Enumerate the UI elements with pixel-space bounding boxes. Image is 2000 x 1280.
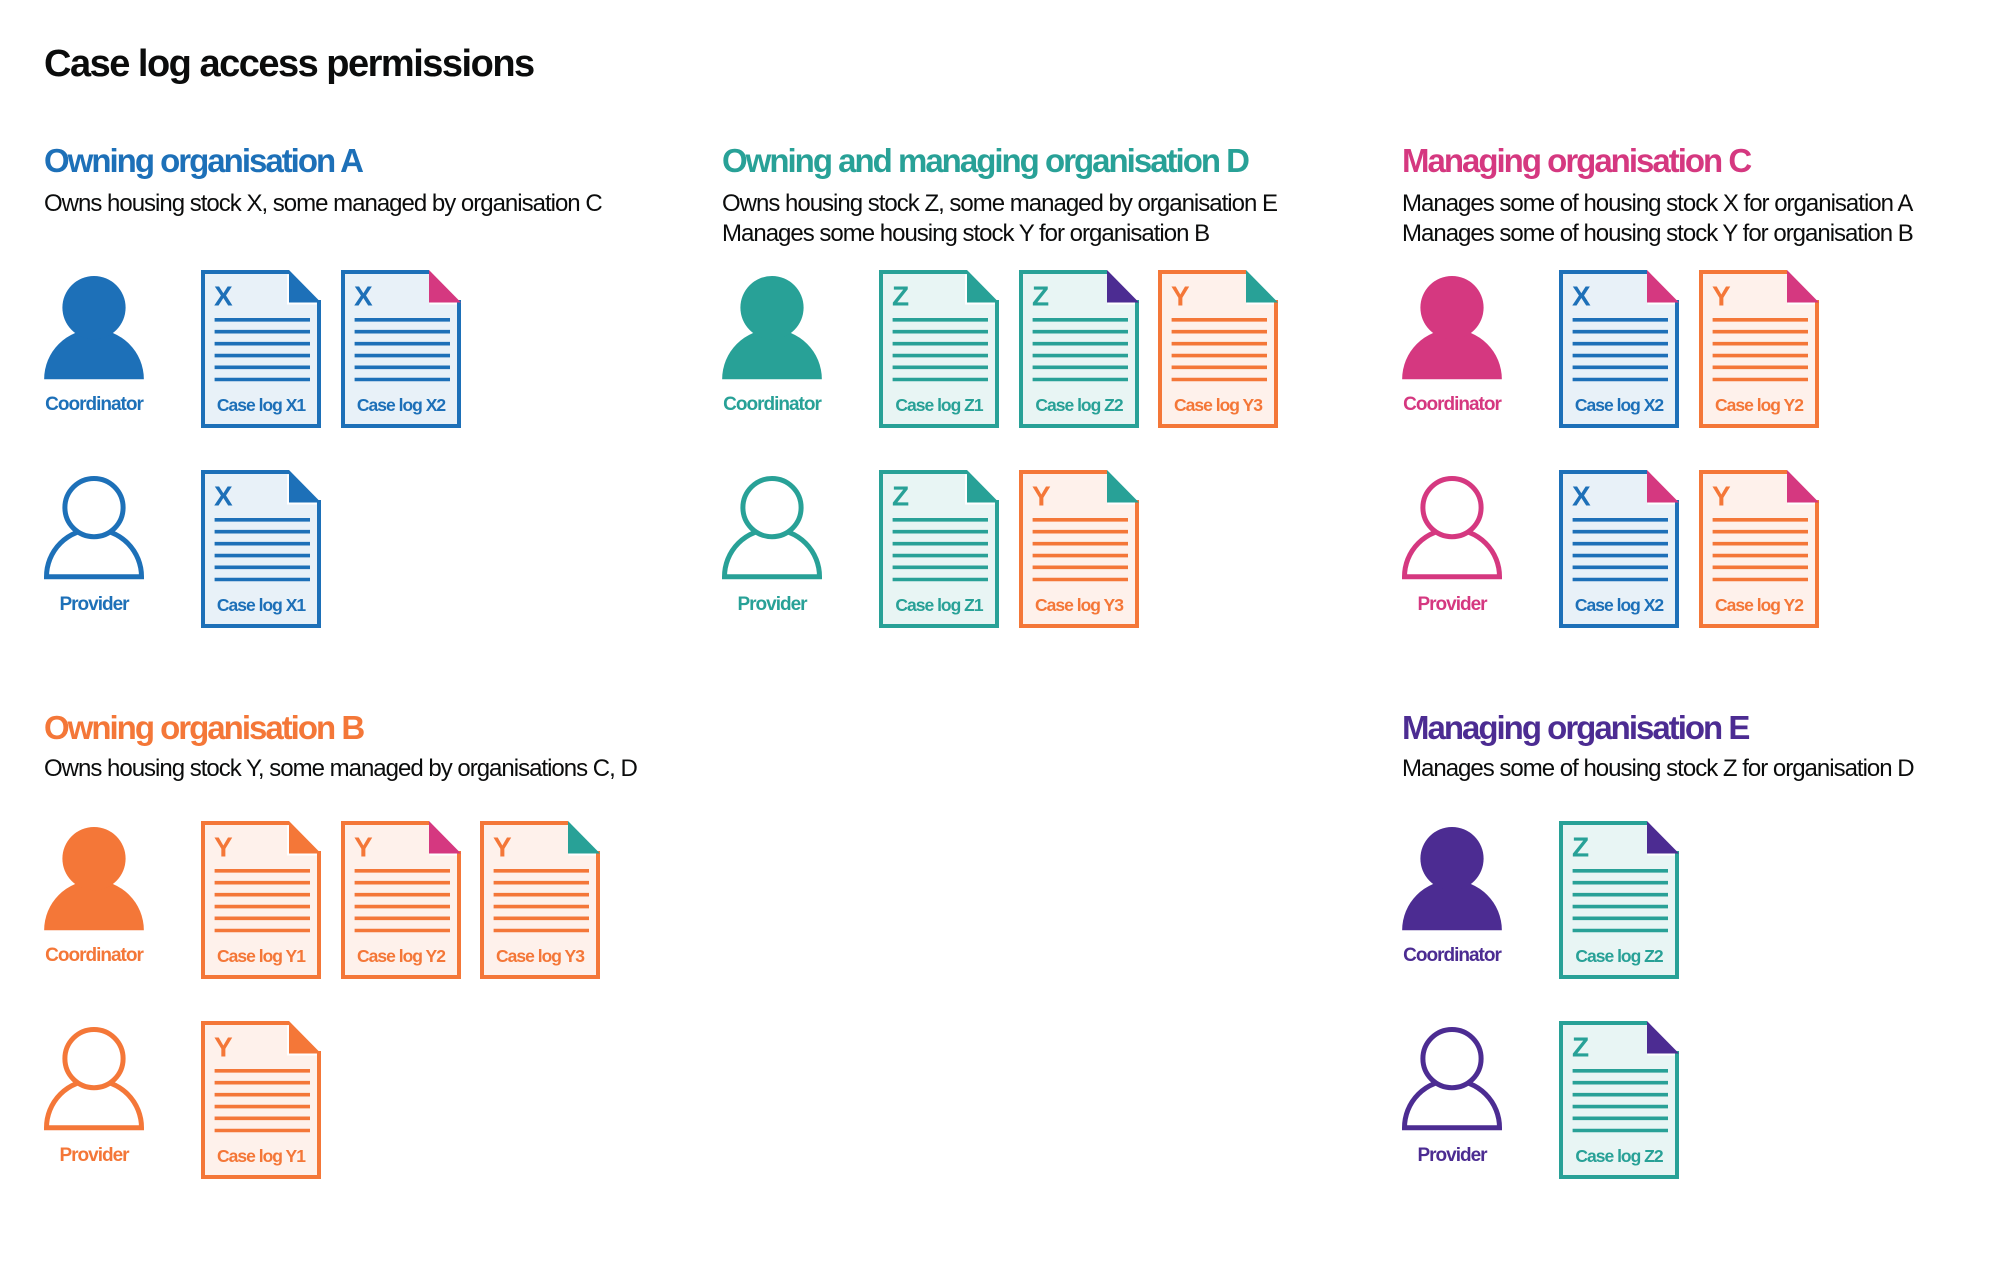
svg-text:Case log Z2: Case log Z2 xyxy=(1575,1146,1663,1166)
svg-text:Case log Z1: Case log Z1 xyxy=(895,595,983,615)
svg-text:Y: Y xyxy=(1032,481,1051,512)
svg-text:Z: Z xyxy=(1032,281,1049,312)
svg-text:Z: Z xyxy=(892,481,909,512)
svg-text:Case log Y3: Case log Y3 xyxy=(1035,595,1124,615)
svg-text:Case log X2: Case log X2 xyxy=(356,395,445,415)
svg-text:X: X xyxy=(214,481,233,512)
svg-text:Case log Z1: Case log Z1 xyxy=(895,395,983,415)
svg-text:Case log X2: Case log X2 xyxy=(1575,395,1664,415)
svg-text:X: X xyxy=(1572,481,1591,512)
svg-text:Case log Y3: Case log Y3 xyxy=(1174,395,1263,415)
svg-text:X: X xyxy=(214,281,233,312)
svg-text:Case log Y2: Case log Y2 xyxy=(357,946,446,966)
svg-text:Z: Z xyxy=(892,281,909,312)
svg-text:Y: Y xyxy=(493,831,512,862)
svg-text:Case log Y1: Case log Y1 xyxy=(217,1146,306,1166)
svg-text:Case log X1: Case log X1 xyxy=(217,595,306,615)
svg-text:Case log X1: Case log X1 xyxy=(217,395,306,415)
svg-text:Case log Z2: Case log Z2 xyxy=(1575,946,1663,966)
svg-text:Y: Y xyxy=(214,1032,233,1063)
svg-text:Y: Y xyxy=(1712,481,1731,512)
svg-text:Case log Z2: Case log Z2 xyxy=(1035,395,1123,415)
svg-text:Z: Z xyxy=(1572,831,1589,862)
svg-text:Y: Y xyxy=(354,831,373,862)
svg-text:Case log Y2: Case log Y2 xyxy=(1715,395,1804,415)
svg-text:Y: Y xyxy=(214,831,233,862)
svg-text:Case log Y2: Case log Y2 xyxy=(1715,595,1804,615)
svg-text:Case log Y3: Case log Y3 xyxy=(496,946,585,966)
svg-text:Case log Y1: Case log Y1 xyxy=(217,946,306,966)
svg-text:X: X xyxy=(354,281,373,312)
svg-text:X: X xyxy=(1572,281,1591,312)
svg-text:Y: Y xyxy=(1712,281,1731,312)
svg-text:Case log X2: Case log X2 xyxy=(1575,595,1664,615)
svg-text:Y: Y xyxy=(1171,281,1190,312)
svg-text:Z: Z xyxy=(1572,1032,1589,1063)
